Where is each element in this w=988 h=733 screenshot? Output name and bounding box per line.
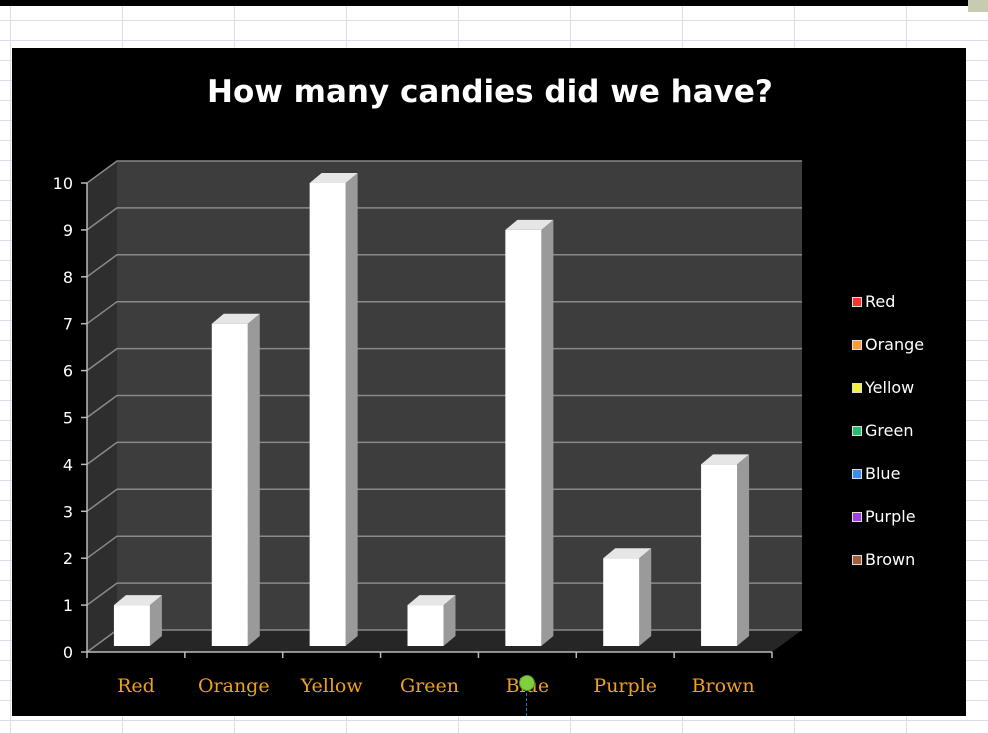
legend-item-yellow[interactable]: Yellow	[852, 366, 962, 409]
bar-yellow[interactable]	[309, 173, 358, 646]
legend[interactable]: Red Orange Yellow Green Blue Purple Brown	[852, 280, 962, 581]
y-tick-label: 5	[63, 409, 73, 428]
legend-item-blue[interactable]: Blue	[852, 452, 962, 495]
y-tick-label: 6	[63, 362, 73, 381]
legend-swatch	[852, 382, 862, 393]
bar-blue[interactable]	[505, 219, 554, 646]
window-corner	[968, 0, 988, 12]
legend-swatch	[852, 468, 862, 479]
bar-purple[interactable]	[603, 548, 652, 646]
y-tick-label: 3	[63, 502, 73, 521]
legend-label: Green	[865, 421, 914, 440]
x-tick-label: Yellow	[300, 675, 364, 697]
legend-item-brown[interactable]: Brown	[852, 538, 962, 581]
chart-area[interactable]: How many candies did we have? 0 1 2 3 4 5 6 7 8 9…	[12, 48, 966, 716]
rotate-handle[interactable]	[519, 675, 535, 691]
y-tick-label: 10	[53, 174, 73, 193]
y-tick-label: 8	[63, 268, 73, 287]
legend-item-red[interactable]: Red	[852, 280, 962, 323]
legend-label: Brown	[865, 550, 916, 569]
resize-handle-line	[526, 688, 527, 716]
chart-title: How many candies did we have?	[207, 74, 773, 110]
gridline	[86, 207, 802, 231]
x-tick-label: Red	[117, 675, 155, 697]
legend-swatch	[852, 554, 862, 565]
legend-label: Yellow	[865, 378, 915, 397]
y-tick-label: 2	[63, 549, 73, 568]
y-tick-label: 4	[63, 455, 73, 474]
x-tick-label: Brown	[692, 675, 755, 697]
y-tick-label: 0	[63, 643, 73, 662]
legend-label: Blue	[865, 464, 901, 483]
y-tick-label: 1	[63, 596, 73, 615]
legend-item-green[interactable]: Green	[852, 409, 962, 452]
plot-area: 012345678910RedOrangeYellowGreenBluePurp…	[53, 160, 802, 697]
x-tick-label: Green	[400, 675, 459, 697]
x-tick-label: Orange	[198, 675, 270, 697]
legend-item-purple[interactable]: Purple	[852, 495, 962, 538]
y-tick-label: 9	[63, 221, 73, 240]
bar-orange[interactable]	[211, 313, 260, 646]
window-frame	[0, 0, 988, 6]
gridline	[86, 488, 802, 512]
gridline	[86, 160, 802, 184]
gridline	[86, 254, 802, 278]
legend-swatch	[852, 511, 862, 522]
x-tick-label: Purple	[593, 675, 657, 697]
gridline	[86, 300, 802, 325]
legend-swatch	[852, 339, 862, 350]
legend-label: Orange	[865, 335, 925, 354]
y-tick-label: 7	[63, 315, 73, 334]
gridline	[86, 347, 802, 372]
legend-swatch	[852, 425, 862, 436]
gridline	[86, 535, 802, 559]
legend-label: Red	[865, 292, 896, 311]
gridline	[86, 394, 802, 419]
legend-item-orange[interactable]: Orange	[852, 323, 962, 366]
gridline	[86, 441, 802, 466]
legend-swatch	[852, 296, 862, 307]
bar-green[interactable]	[407, 595, 456, 646]
legend-label: Purple	[865, 507, 916, 526]
bar-red[interactable]	[113, 595, 162, 646]
gridline	[86, 582, 802, 606]
bar-brown[interactable]	[701, 454, 750, 646]
